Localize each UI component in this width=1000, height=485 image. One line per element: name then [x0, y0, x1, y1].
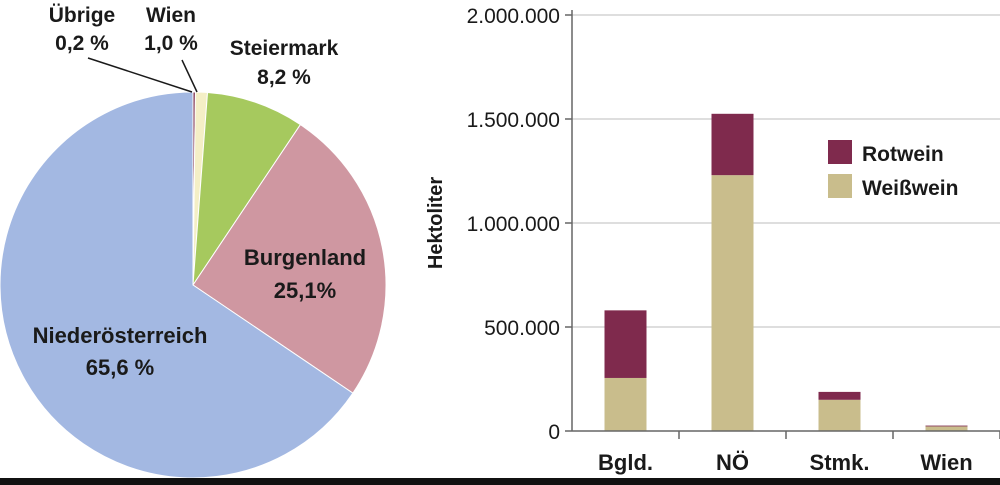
y-axis-ticks: 0 500.000 1.000.000 1.500.000 2.000.000 — [467, 5, 572, 444]
bar-rotwein-bgld — [604, 310, 647, 378]
legend-label-rotwein: Rotwein — [862, 143, 944, 166]
x-tick-label-wien: Wien — [920, 450, 972, 475]
pie-slice-burgenland — [192, 123, 387, 394]
pie-value-burgenland: 25,1% — [274, 278, 336, 303]
pie-slice-steiermark — [192, 92, 302, 287]
leader-line-wien — [181, 59, 198, 93]
pie-value-wien: 1,0 % — [144, 32, 198, 55]
legend-label-weisswein: Weißwein — [862, 177, 958, 200]
grid-lines — [572, 14, 1000, 328]
y-tick-label: 2.000.000 — [467, 5, 560, 28]
bar-weisswein-noe — [711, 175, 754, 431]
bar-rotwein-stmk — [818, 391, 861, 400]
pie-value-niederoesterreich: 65,6 % — [86, 355, 155, 380]
x-tick-label-stmk: Stmk. — [810, 450, 870, 475]
x-axis-ticks: Bgld. NÖ Stmk. Wien — [598, 431, 1000, 475]
pie-label-uebrige: Übrige — [49, 4, 116, 27]
legend-swatch-rotwein — [828, 140, 852, 164]
x-tick-label-noe: NÖ — [716, 450, 749, 475]
legend: Rotwein Weißwein — [828, 140, 958, 200]
legend-swatch-weisswein — [828, 174, 852, 198]
pie-label-burgenland: Burgenland — [244, 245, 366, 270]
bar-weisswein-bgld — [604, 377, 647, 431]
pie-value-uebrige: 0,2 % — [55, 32, 109, 55]
x-tick-label-bgld: Bgld. — [598, 450, 653, 475]
pie-label-steiermark: Steiermark — [230, 37, 339, 60]
y-tick-label: 1.000.000 — [467, 213, 560, 236]
pie-chart — [0, 91, 387, 479]
y-tick-label: 1.500.000 — [467, 109, 560, 132]
bars — [604, 113, 968, 431]
y-axis-label: Hektoliter — [425, 177, 447, 269]
bottom-border — [0, 478, 1000, 485]
bar-rotwein-noe — [711, 113, 754, 176]
y-tick-label: 500.000 — [484, 317, 560, 340]
pie-label-wien: Wien — [146, 4, 196, 27]
leader-line-uebrige — [87, 57, 193, 93]
bar-weisswein-wien — [925, 426, 968, 431]
y-tick-label: 0 — [548, 421, 560, 444]
pie-value-steiermark: 8,2 % — [257, 66, 311, 89]
pie-slice-niederoesterreich — [0, 91, 354, 479]
bar-rotwein-wien — [925, 425, 968, 427]
pie-label-niederoesterreich: Niederösterreich — [33, 323, 208, 348]
bar-weisswein-stmk — [818, 399, 861, 431]
